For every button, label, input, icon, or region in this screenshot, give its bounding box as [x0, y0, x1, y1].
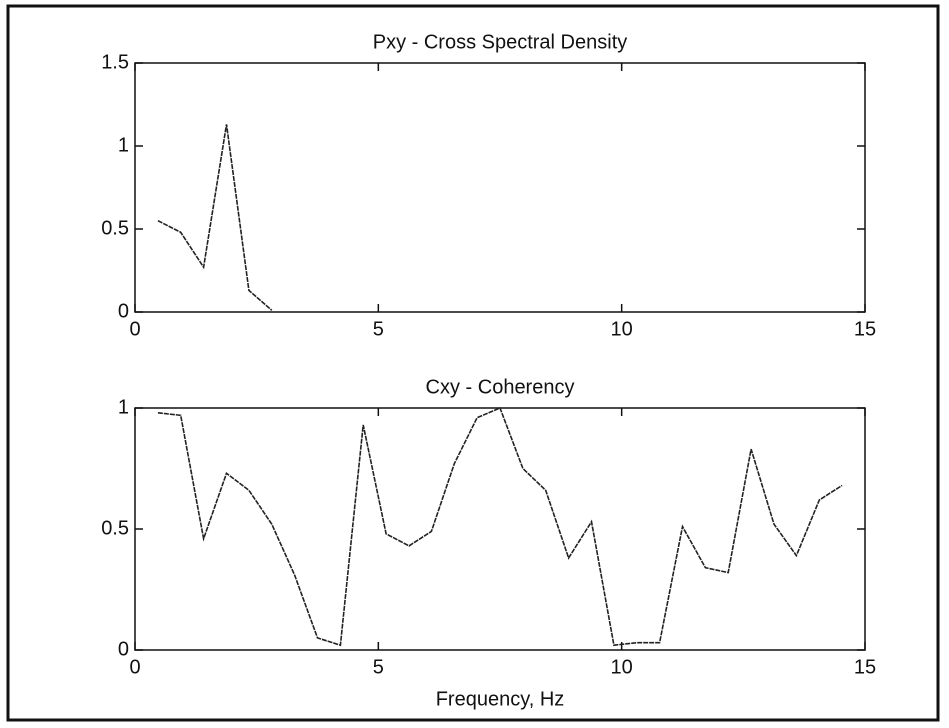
- x-axis-label: Frequency, Hz: [436, 688, 565, 710]
- figure-border: [6, 4, 940, 722]
- y-tick-label: 0: [118, 300, 129, 322]
- x-tick-label: 10: [611, 318, 633, 340]
- axes-box: [134, 62, 866, 313]
- chart-title: Pxy - Cross Spectral Density: [373, 31, 628, 53]
- y-tick-label: 0.5: [101, 517, 129, 539]
- y-tick-label: 1: [118, 396, 129, 418]
- x-tick-label: 15: [854, 318, 876, 340]
- y-tick-label: 1.5: [101, 51, 129, 73]
- chart-title: Cxy - Coherency: [426, 376, 575, 398]
- data-line: [157, 406, 843, 647]
- y-tick-label: 0: [118, 638, 129, 660]
- x-tick-label: 5: [373, 656, 384, 678]
- x-tick-label: 5: [373, 318, 384, 340]
- y-tick-label: 1: [118, 134, 129, 156]
- x-tick-label: 0: [129, 656, 140, 678]
- y-tick-label: 0.5: [101, 217, 129, 239]
- x-tick-label: 15: [854, 656, 876, 678]
- data-line: [157, 124, 273, 311]
- x-tick-label: 0: [129, 318, 140, 340]
- x-tick-label: 10: [611, 656, 633, 678]
